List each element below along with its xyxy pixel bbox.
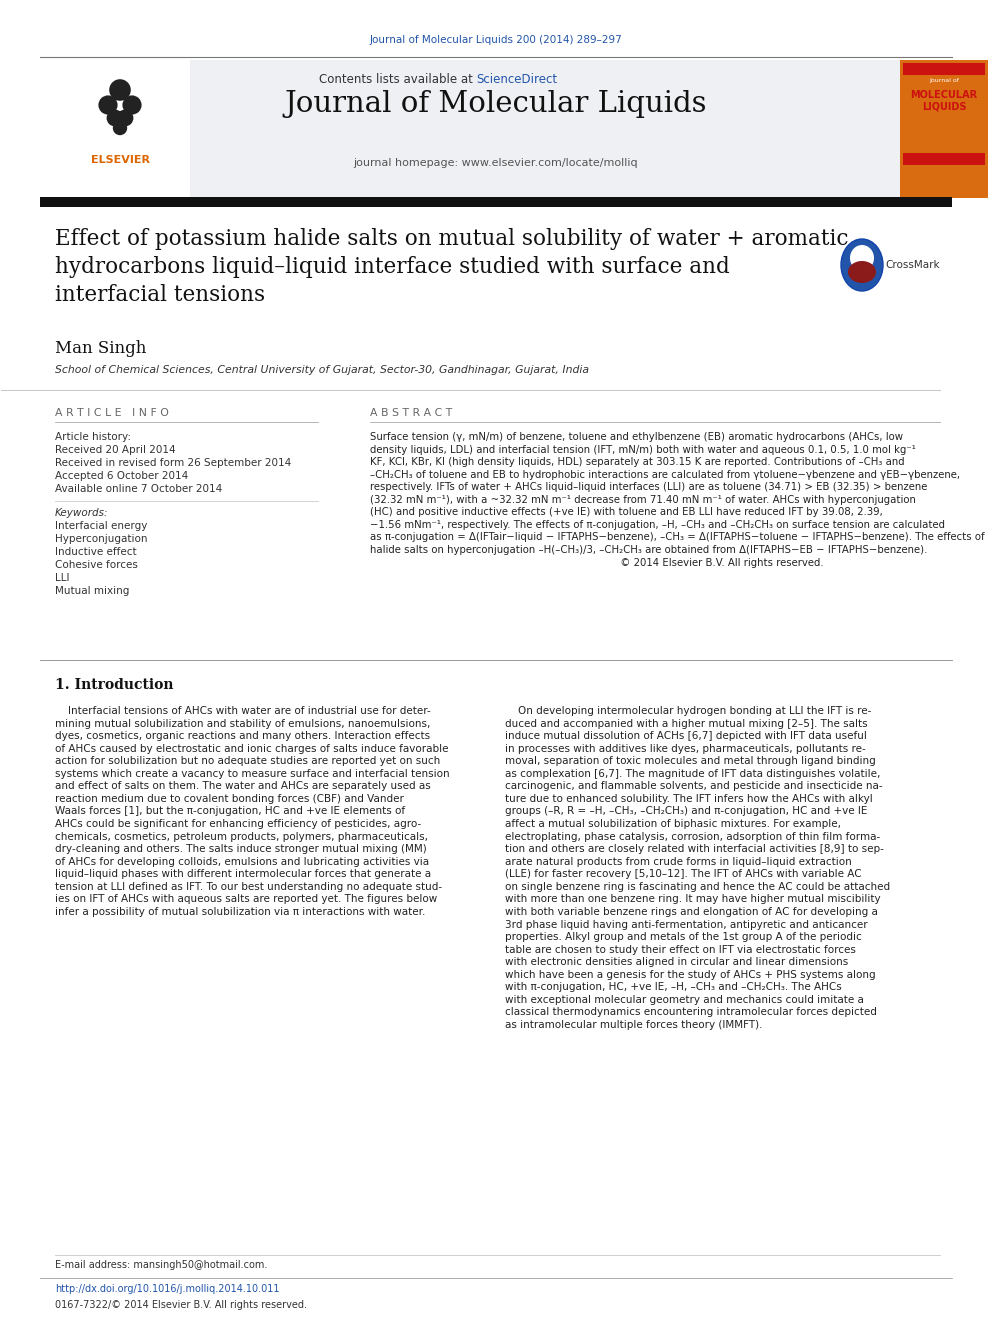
FancyBboxPatch shape	[903, 153, 985, 165]
Text: 0167-7322/© 2014 Elsevier B.V. All rights reserved.: 0167-7322/© 2014 Elsevier B.V. All right…	[55, 1301, 307, 1310]
FancyBboxPatch shape	[900, 60, 988, 198]
Text: Keywords:: Keywords:	[55, 508, 108, 519]
Text: On developing intermolecular hydrogen bonding at LLI the IFT is re-
duced and ac: On developing intermolecular hydrogen bo…	[505, 706, 890, 1031]
Text: Cohesive forces: Cohesive forces	[55, 560, 138, 570]
Text: A B S T R A C T: A B S T R A C T	[370, 407, 452, 418]
Ellipse shape	[122, 95, 142, 115]
Text: Surface tension (γ, mN/m) of benzene, toluene and ethylbenzene (EB) aromatic hyd: Surface tension (γ, mN/m) of benzene, to…	[370, 433, 985, 568]
Text: Inductive effect: Inductive effect	[55, 546, 137, 557]
Text: Hyperconjugation: Hyperconjugation	[55, 534, 148, 544]
Text: http://dx.doi.org/10.1016/j.molliq.2014.10.011: http://dx.doi.org/10.1016/j.molliq.2014.…	[55, 1285, 280, 1294]
Text: Interfacial energy: Interfacial energy	[55, 521, 148, 531]
Text: ELSEVIER: ELSEVIER	[90, 155, 150, 165]
Text: Man Singh: Man Singh	[55, 340, 147, 357]
Text: Received 20 April 2014: Received 20 April 2014	[55, 445, 176, 455]
Text: A R T I C L E   I N F O: A R T I C L E I N F O	[55, 407, 169, 418]
Ellipse shape	[98, 95, 118, 115]
Text: Contents lists available at: Contents lists available at	[318, 73, 476, 86]
Ellipse shape	[117, 110, 133, 127]
Text: MOLECULAR
LIQUIDS: MOLECULAR LIQUIDS	[911, 90, 977, 111]
FancyBboxPatch shape	[55, 60, 185, 198]
Text: 1. Introduction: 1. Introduction	[55, 677, 174, 692]
Text: Journal of: Journal of	[930, 78, 959, 83]
Text: Journal of Molecular Liquids: Journal of Molecular Liquids	[285, 90, 707, 118]
Text: Effect of potassium halide salts on mutual solubility of water + aromatic
hydroc: Effect of potassium halide salts on mutu…	[55, 228, 848, 306]
Text: CrossMark: CrossMark	[885, 261, 939, 270]
Text: Accepted 6 October 2014: Accepted 6 October 2014	[55, 471, 188, 482]
Text: Article history:: Article history:	[55, 433, 131, 442]
Text: Interfacial tensions of AHCs with water are of industrial use for deter-
mining : Interfacial tensions of AHCs with water …	[55, 706, 449, 917]
Text: journal homepage: www.elsevier.com/locate/molliq: journal homepage: www.elsevier.com/locat…	[354, 157, 638, 168]
Text: Received in revised form 26 September 2014: Received in revised form 26 September 20…	[55, 458, 292, 468]
Text: School of Chemical Sciences, Central University of Gujarat, Sector-30, Gandhinag: School of Chemical Sciences, Central Uni…	[55, 365, 589, 374]
Text: E-mail address: mansingh50@hotmail.com.: E-mail address: mansingh50@hotmail.com.	[55, 1259, 268, 1270]
FancyBboxPatch shape	[903, 64, 985, 75]
Ellipse shape	[109, 79, 131, 101]
Ellipse shape	[113, 120, 127, 135]
Text: ScienceDirect: ScienceDirect	[476, 73, 558, 86]
FancyBboxPatch shape	[40, 197, 952, 206]
Text: Journal of Molecular Liquids 200 (2014) 289–297: Journal of Molecular Liquids 200 (2014) …	[370, 34, 622, 45]
Ellipse shape	[841, 239, 883, 291]
Text: LLI: LLI	[55, 573, 69, 583]
Text: Mutual mixing: Mutual mixing	[55, 586, 129, 595]
Ellipse shape	[850, 245, 874, 271]
FancyBboxPatch shape	[190, 60, 900, 198]
Text: Available online 7 October 2014: Available online 7 October 2014	[55, 484, 222, 493]
Ellipse shape	[106, 110, 123, 127]
Ellipse shape	[848, 261, 876, 283]
